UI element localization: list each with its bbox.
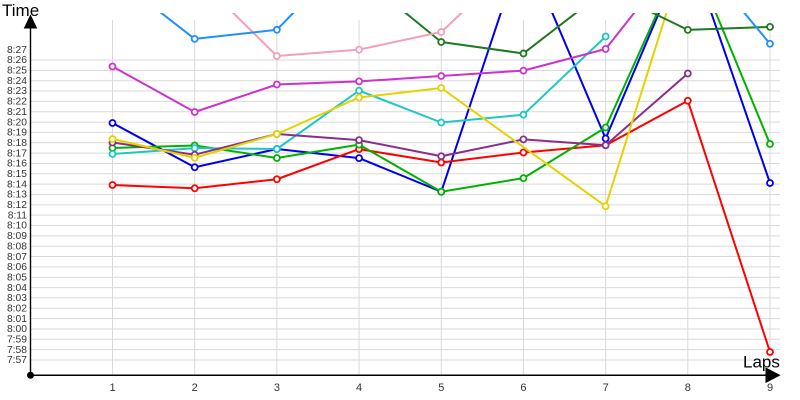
svg-text:7:57: 7:57 <box>7 355 27 366</box>
svg-text:8:21: 8:21 <box>7 107 27 118</box>
svg-text:8:00: 8:00 <box>7 324 27 335</box>
svg-text:8: 8 <box>685 382 691 394</box>
svg-text:Laps: Laps <box>743 353 780 372</box>
svg-text:3: 3 <box>274 382 280 394</box>
svg-text:8:18: 8:18 <box>7 138 27 149</box>
svg-text:8:22: 8:22 <box>7 97 27 108</box>
svg-text:8:03: 8:03 <box>7 293 27 304</box>
svg-text:8:04: 8:04 <box>7 283 27 294</box>
svg-text:8:08: 8:08 <box>7 241 27 252</box>
svg-text:8:20: 8:20 <box>7 117 27 128</box>
svg-text:5: 5 <box>438 382 444 394</box>
svg-text:4: 4 <box>356 382 362 394</box>
svg-text:9: 9 <box>767 382 773 394</box>
svg-text:8:06: 8:06 <box>7 262 27 273</box>
svg-text:8:07: 8:07 <box>7 252 27 263</box>
svg-text:2: 2 <box>192 382 198 394</box>
svg-text:7: 7 <box>603 382 609 394</box>
svg-text:8:05: 8:05 <box>7 272 27 283</box>
svg-text:1: 1 <box>109 382 115 394</box>
svg-text:8:15: 8:15 <box>7 169 27 180</box>
svg-text:8:01: 8:01 <box>7 314 27 325</box>
svg-text:8:17: 8:17 <box>7 148 27 159</box>
svg-text:8:02: 8:02 <box>7 303 27 314</box>
svg-text:8:24: 8:24 <box>7 76 27 87</box>
svg-text:Time: Time <box>2 1 39 20</box>
svg-text:6: 6 <box>520 382 526 394</box>
svg-text:8:09: 8:09 <box>7 231 27 242</box>
svg-text:8:19: 8:19 <box>7 128 27 139</box>
svg-text:8:23: 8:23 <box>7 86 27 97</box>
svg-text:8:16: 8:16 <box>7 159 27 170</box>
